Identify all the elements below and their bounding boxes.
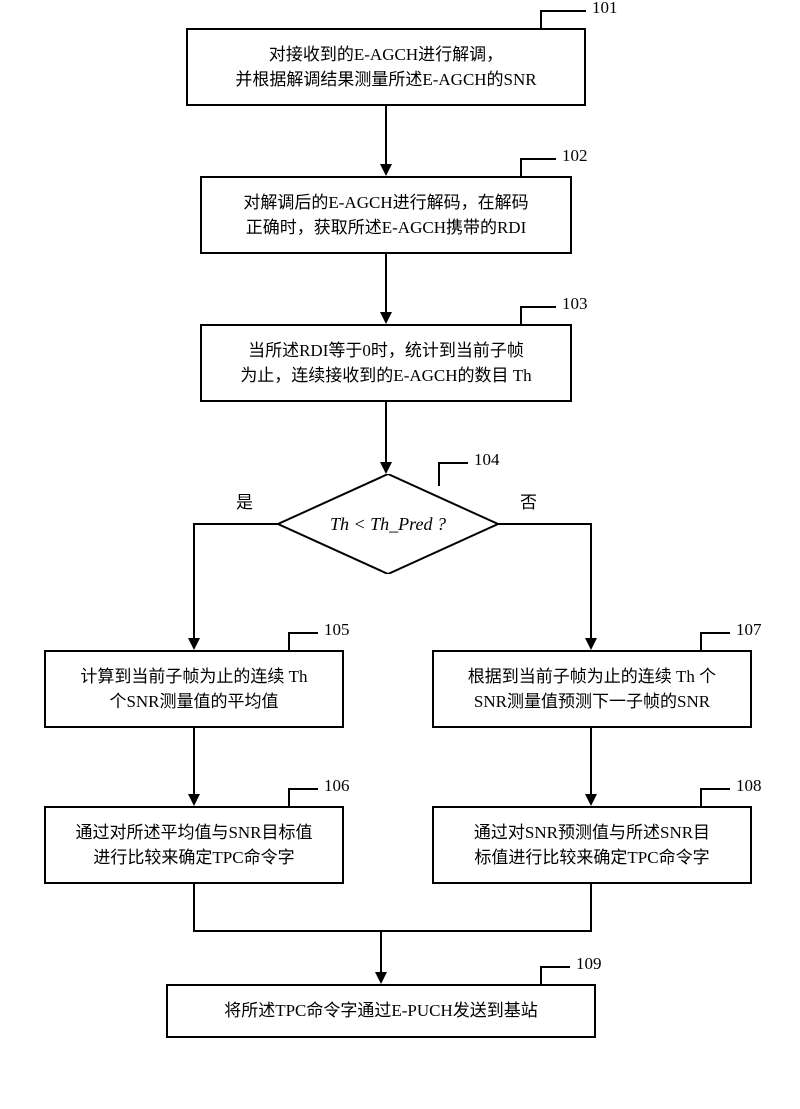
edge [590, 523, 592, 638]
label-tick [438, 462, 440, 486]
edge [590, 884, 592, 930]
arrow-head-icon [375, 972, 387, 984]
edge [193, 930, 592, 932]
node-text: 根据到当前子帧为止的连续 Th 个SNR测量值预测下一子帧的SNR [468, 664, 716, 715]
label-tick [540, 10, 542, 28]
node-number: 105 [324, 620, 350, 640]
decision-diamond: Th < Th_Pred ? [278, 474, 498, 574]
edge [498, 523, 592, 525]
label-tick [520, 306, 522, 324]
process-box: 对接收到的E-AGCH进行解调，并根据解调结果测量所述E-AGCH的SNR [186, 28, 586, 106]
edge [385, 402, 387, 462]
node-text: 将所述TPC命令字通过E-PUCH发送到基站 [224, 998, 538, 1024]
arrow-head-icon [380, 312, 392, 324]
label-tick [288, 632, 318, 634]
label-hook [540, 10, 586, 28]
label-tick [700, 788, 730, 790]
label-tick [700, 632, 702, 650]
node-number: 103 [562, 294, 588, 314]
label-tick [540, 966, 570, 968]
arrow-head-icon [380, 164, 392, 176]
node-text: 通过对SNR预测值与所述SNR目标值进行比较来确定TPC命令字 [474, 820, 710, 871]
node-text: 对接收到的E-AGCH进行解调，并根据解调结果测量所述E-AGCH的SNR [235, 42, 536, 93]
edge [194, 523, 278, 525]
node-number: 102 [562, 146, 588, 166]
edge [380, 930, 382, 972]
process-box: 将所述TPC命令字通过E-PUCH发送到基站 [166, 984, 596, 1038]
decision-text: Th < Th_Pred ? [278, 474, 498, 574]
process-box: 根据到当前子帧为止的连续 Th 个SNR测量值预测下一子帧的SNR [432, 650, 752, 728]
label-tick [288, 788, 290, 806]
node-text: 计算到当前子帧为止的连续 Th个SNR测量值的平均值 [80, 664, 307, 715]
label-tick [438, 462, 468, 464]
arrow-head-icon [188, 638, 200, 650]
process-box: 通过对所述平均值与SNR目标值进行比较来确定TPC命令字 [44, 806, 344, 884]
process-box: 通过对SNR预测值与所述SNR目标值进行比较来确定TPC命令字 [432, 806, 752, 884]
arrow-head-icon [188, 794, 200, 806]
arrow-head-icon [380, 462, 392, 474]
label-tick [288, 632, 290, 650]
edge [193, 884, 195, 930]
label-tick [700, 788, 702, 806]
node-number: 104 [474, 450, 500, 470]
node-number: 107 [736, 620, 762, 640]
process-box: 对解调后的E-AGCH进行解码，在解码正确时，获取所述E-AGCH携带的RDI [200, 176, 572, 254]
process-box: 当所述RDI等于0时，统计到当前子帧为止，连续接收到的E-AGCH的数目 Th [200, 324, 572, 402]
edge [385, 254, 387, 312]
label-tick [700, 632, 730, 634]
node-text: 通过对所述平均值与SNR目标值进行比较来确定TPC命令字 [75, 820, 312, 871]
node-number: 109 [576, 954, 602, 974]
node-text: 对解调后的E-AGCH进行解码，在解码正确时，获取所述E-AGCH携带的RDI [243, 190, 528, 241]
label-tick [520, 306, 556, 308]
node-text: 当所述RDI等于0时，统计到当前子帧为止，连续接收到的E-AGCH的数目 Th [240, 338, 531, 389]
label-tick [520, 158, 522, 176]
label-tick [540, 966, 542, 984]
edge [590, 728, 592, 794]
label-tick [520, 158, 556, 160]
edge [193, 728, 195, 794]
node-number: 106 [324, 776, 350, 796]
edge [193, 523, 195, 638]
arrow-head-icon [585, 638, 597, 650]
node-number: 108 [736, 776, 762, 796]
branch-label-yes: 是 [236, 488, 253, 513]
process-box: 计算到当前子帧为止的连续 Th个SNR测量值的平均值 [44, 650, 344, 728]
edge [385, 106, 387, 164]
label-tick [288, 788, 318, 790]
arrow-head-icon [585, 794, 597, 806]
branch-label-no: 否 [520, 488, 537, 513]
node-number: 101 [592, 0, 618, 18]
